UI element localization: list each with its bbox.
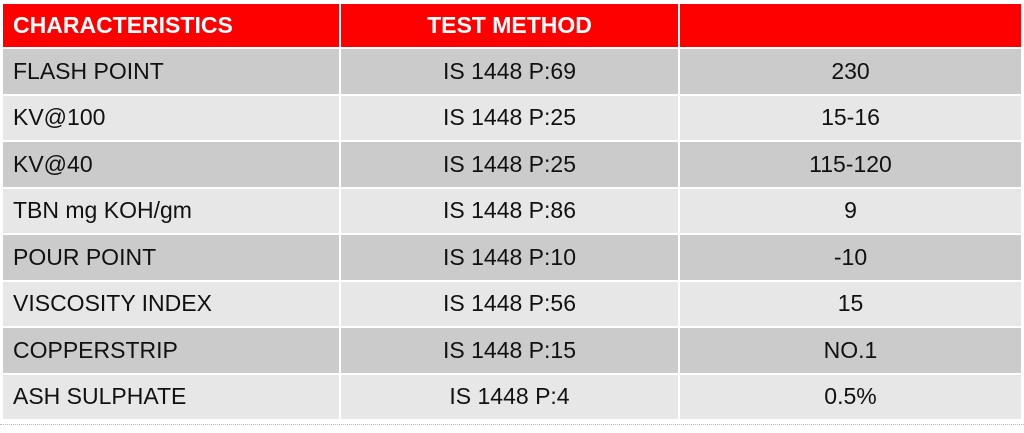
cell-test-method: IS 1448 P:25 [341,95,678,140]
header-row: CHARACTERISTICS TEST METHOD [3,4,1021,47]
cell-test-method: IS 1448 P:10 [341,235,678,280]
cell-test-method: IS 1448 P:15 [341,328,678,373]
cell-test-method: IS 1448 P:25 [341,142,678,187]
cell-characteristic: POUR POINT [3,235,339,280]
cell-test-method: IS 1448 P:4 [341,374,678,419]
table-row: FLASH POINT IS 1448 P:69 230 [3,49,1021,94]
cell-characteristic: ASH SULPHATE [3,374,339,419]
cell-value: 15 [680,281,1021,326]
cell-characteristic: FLASH POINT [3,49,339,94]
cell-value: 230 [680,49,1021,94]
cell-value: 0.5% [680,374,1021,419]
table-row: COPPERSTRIP IS 1448 P:15 NO.1 [3,328,1021,373]
cell-characteristic: TBN mg KOH/gm [3,188,339,233]
table-row: KV@100 IS 1448 P:25 15-16 [3,95,1021,140]
cell-characteristic: KV@100 [3,95,339,140]
table-row: POUR POINT IS 1448 P:10 -10 [3,235,1021,280]
cell-value: -10 [680,235,1021,280]
bottom-divider [0,424,1024,425]
cell-test-method: IS 1448 P:69 [341,49,678,94]
cell-characteristic: VISCOSITY INDEX [3,281,339,326]
cell-value: 9 [680,188,1021,233]
cell-value: 15-16 [680,95,1021,140]
table-row: ASH SULPHATE IS 1448 P:4 0.5% [3,374,1021,419]
cell-value: 115-120 [680,142,1021,187]
header-value [680,4,1021,47]
header-test-method: TEST METHOD [341,4,678,47]
cell-test-method: IS 1448 P:86 [341,188,678,233]
cell-value: NO.1 [680,328,1021,373]
table-row: KV@40 IS 1448 P:25 115-120 [3,142,1021,187]
cell-characteristic: COPPERSTRIP [3,328,339,373]
cell-characteristic: KV@40 [3,142,339,187]
table-row: TBN mg KOH/gm IS 1448 P:86 9 [3,188,1021,233]
header-characteristics: CHARACTERISTICS [3,4,339,47]
characteristics-table: CHARACTERISTICS TEST METHOD FLASH POINT I… [1,2,1023,421]
cell-test-method: IS 1448 P:56 [341,281,678,326]
table-row: VISCOSITY INDEX IS 1448 P:56 15 [3,281,1021,326]
